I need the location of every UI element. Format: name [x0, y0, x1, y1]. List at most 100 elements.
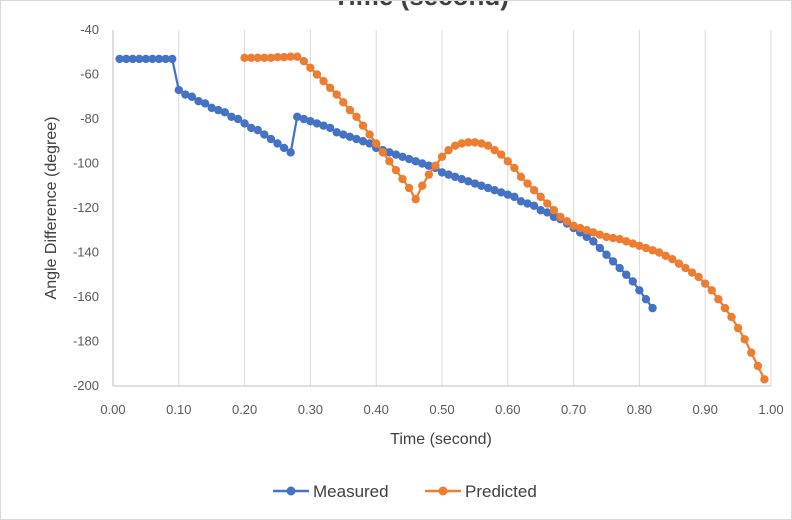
legend-swatch-marker	[438, 486, 448, 496]
predicted-point	[556, 212, 565, 222]
predicted-point	[457, 139, 466, 148]
measured-point	[385, 148, 394, 157]
predicted-point	[661, 251, 670, 261]
measured-point	[121, 54, 131, 64]
y-axis-title: Angle Difference (degree)	[43, 117, 60, 300]
predicted-point	[378, 148, 387, 157]
measured-point	[161, 54, 170, 64]
predicted-point	[279, 52, 289, 62]
predicted-point	[582, 226, 591, 235]
predicted-point	[372, 139, 381, 148]
x-tick-label: 0.10	[166, 402, 191, 417]
measured-point	[615, 263, 624, 273]
measured-point	[187, 92, 197, 101]
legend-swatch-marker	[286, 486, 296, 496]
predicted-point	[549, 206, 559, 215]
x-tick-label: 1.00	[758, 402, 783, 417]
measured-point	[332, 128, 341, 137]
measured-point	[510, 192, 519, 202]
predicted-point	[306, 63, 315, 73]
measured-point	[470, 179, 480, 188]
predicted-point	[437, 152, 447, 162]
predicted-point	[444, 145, 453, 155]
predicted-point	[299, 56, 309, 66]
predicted-point	[615, 234, 624, 244]
x-axis-title: Time (second)	[390, 431, 492, 448]
predicted-point	[668, 254, 677, 264]
measured-point	[115, 54, 124, 64]
measured-point	[128, 54, 137, 64]
measured-point	[325, 123, 335, 133]
predicted-point	[240, 53, 249, 63]
x-tick-label: 0.70	[561, 402, 586, 417]
predicted-point	[286, 52, 295, 61]
predicted-point	[575, 223, 585, 233]
measured-point	[233, 114, 243, 124]
predicted-point	[641, 243, 651, 253]
chart-title-group: Time (second)	[333, 1, 509, 11]
measured-point	[227, 112, 236, 121]
chart-title: Time (second)	[333, 1, 509, 11]
predicted-point	[687, 268, 697, 277]
predicted-point	[681, 263, 690, 273]
predicted-point	[358, 121, 368, 130]
predicted-point	[273, 52, 282, 62]
legend-item-measured: Measured	[273, 482, 389, 501]
predicted-point	[654, 248, 664, 257]
predicted-point	[411, 194, 420, 204]
measured-point	[635, 286, 644, 295]
predicted-point	[510, 163, 519, 173]
measured-point	[345, 132, 355, 141]
measured-point	[194, 97, 203, 106]
measured-point	[503, 190, 512, 199]
measured-point	[339, 130, 348, 139]
measured-point	[207, 103, 216, 113]
y-tick-label: -180	[73, 334, 99, 349]
y-tick-label: -80	[80, 111, 99, 126]
predicted-point	[707, 286, 716, 295]
measured-point	[444, 170, 453, 179]
measured-point	[135, 54, 144, 64]
measured-point	[622, 270, 631, 279]
y-tick-label: -60	[80, 67, 99, 82]
measured-point	[174, 85, 183, 95]
predicted-point	[529, 186, 539, 195]
predicted-point	[595, 230, 605, 239]
measured-point	[404, 154, 414, 164]
predicted-point	[714, 295, 723, 304]
x-tick-label: 0.20	[232, 402, 257, 417]
measured-point	[148, 54, 157, 64]
predicted-point	[470, 138, 480, 147]
predicted-point	[253, 53, 262, 63]
measured-point	[628, 277, 638, 286]
measured-point	[391, 150, 401, 159]
measured-point	[214, 105, 223, 115]
y-tick-label: -160	[73, 289, 99, 304]
predicted-point	[635, 241, 644, 251]
predicted-point	[391, 165, 401, 175]
predicted-point	[431, 161, 440, 170]
measured-point	[602, 250, 611, 259]
predicted-point	[418, 181, 427, 190]
y-tick-label: -100	[73, 156, 99, 171]
measured-point	[279, 143, 289, 153]
tick-labels: 0.00 0.10 0.20 0.30 0.40 0.50 0.60 0.70 0.80 0.90…	[73, 22, 784, 417]
predicted-point	[628, 239, 638, 248]
measured-point	[536, 206, 545, 215]
measured-point	[398, 152, 407, 162]
predicted-point	[562, 217, 572, 226]
measured-point	[154, 54, 164, 64]
y-tick-label: -140	[73, 245, 99, 260]
series-group	[115, 52, 769, 384]
legend-item-predicted: Predicted	[425, 482, 537, 501]
predicted-point	[543, 199, 552, 208]
predicted-point	[523, 179, 532, 188]
predicted-point	[319, 76, 328, 86]
x-tick-label: 0.40	[364, 402, 389, 417]
measured-series	[115, 54, 657, 313]
measured-point	[543, 208, 552, 217]
predicted-point	[720, 303, 730, 313]
predicted-point	[503, 157, 512, 166]
measured-point	[529, 201, 539, 210]
